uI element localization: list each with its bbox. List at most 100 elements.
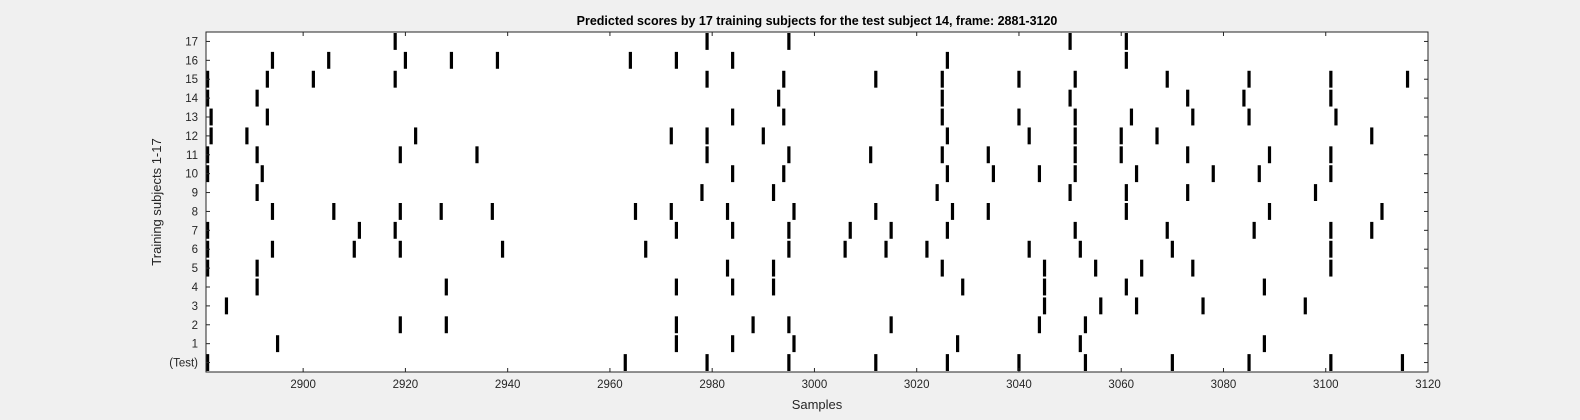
spike-mark (1329, 354, 1333, 371)
spike-mark (986, 146, 990, 164)
spike-mark (731, 108, 735, 126)
spike-mark (1313, 184, 1318, 201)
y-tick-label: 13 (185, 112, 198, 124)
spike-mark (940, 259, 944, 277)
y-tick-label: 10 (185, 169, 198, 181)
spike-mark (1211, 165, 1215, 183)
spike-mark (414, 127, 418, 145)
spike-mark (1129, 108, 1134, 126)
spike-mark (255, 259, 259, 277)
spike-mark (1017, 70, 1021, 88)
spike-mark (1191, 108, 1195, 126)
spike-mark (1068, 33, 1072, 50)
spike-mark (1124, 33, 1128, 50)
spike-mark (1262, 335, 1266, 353)
y-tick-label: 14 (185, 93, 198, 105)
x-tick-label: 2960 (597, 379, 623, 391)
spike-mark (1267, 203, 1272, 220)
y-tick-label: 12 (185, 131, 198, 143)
spike-mark (1165, 221, 1169, 239)
spike-mark (1170, 240, 1174, 258)
spike-mark (731, 278, 735, 296)
spike-mark (1155, 127, 1159, 145)
spike-mark (1017, 108, 1021, 126)
spike-mark (787, 33, 791, 50)
spike-mark (1017, 354, 1021, 371)
spike-mark (1073, 70, 1077, 88)
y-tick-label: 4 (192, 282, 199, 294)
spike-mark (889, 316, 893, 334)
spike-mark (265, 70, 269, 88)
spike-mark (874, 354, 878, 371)
spike-mark (782, 165, 786, 183)
spike-mark (1165, 70, 1169, 88)
spike-mark (1247, 70, 1251, 88)
spike-mark (705, 354, 709, 371)
spike-mark (674, 221, 678, 239)
spike-mark (1042, 278, 1047, 296)
spike-mark (623, 354, 627, 371)
spike-mark (1329, 89, 1333, 107)
spike-mark (1134, 165, 1139, 183)
spike-mark (874, 203, 878, 220)
spike-mark (1073, 221, 1077, 239)
spike-mark (945, 354, 949, 371)
spike-mark (674, 278, 678, 296)
spike-mark (792, 335, 796, 353)
spike-mark (787, 354, 791, 371)
spike-mark (1267, 146, 1272, 164)
spike-mark (398, 203, 402, 220)
spike-mark (224, 297, 229, 315)
spike-mark (945, 127, 949, 145)
spike-mark (1329, 221, 1333, 239)
spike-mark (1370, 127, 1374, 145)
y-tick-label: 15 (185, 74, 198, 86)
spike-mark (495, 51, 500, 69)
spike-mark (1134, 297, 1139, 315)
spike-mark (255, 89, 259, 107)
spike-mark (940, 146, 944, 164)
spike-mark (771, 278, 776, 296)
spike-mark (255, 278, 259, 296)
spike-mark (700, 184, 704, 201)
spike-mark (1186, 184, 1190, 201)
spike-mark (1186, 89, 1190, 107)
axes-box (205, 31, 1429, 373)
spike-mark (1329, 240, 1333, 258)
spike-mark (449, 51, 454, 69)
x-tick-label: 3060 (1108, 379, 1134, 391)
x-tick-label: 3100 (1313, 379, 1339, 391)
spike-mark (792, 203, 796, 220)
spike-mark (1329, 70, 1333, 88)
spike-mark (869, 146, 873, 164)
spike-mark (771, 184, 776, 201)
spike-mark (1329, 259, 1333, 277)
spike-mark (935, 184, 939, 201)
spike-mark (771, 259, 776, 277)
spike-mark (444, 278, 448, 296)
spike-mark (674, 51, 678, 69)
spike-mark (270, 203, 275, 220)
spike-mark (1078, 335, 1082, 353)
spike-mark (398, 146, 402, 164)
spike-mark (1027, 240, 1031, 258)
spike-mark (1242, 89, 1246, 107)
spike-mark (669, 203, 673, 220)
spike-mark (751, 316, 755, 334)
spike-mark (848, 221, 852, 239)
spike-mark (1083, 354, 1088, 371)
spike-mark (961, 278, 965, 296)
chart-title: Predicted scores by 17 training subjects… (577, 14, 1058, 28)
spike-mark (255, 146, 259, 164)
spike-mark (1119, 127, 1123, 145)
spike-mark (874, 70, 878, 88)
spike-mark (1201, 297, 1205, 315)
spike-mark (1247, 108, 1251, 126)
spike-mark (393, 221, 397, 239)
spike-mark (1257, 165, 1261, 183)
spike-mark (761, 127, 765, 145)
spike-mark (1073, 108, 1077, 126)
spike-mark (1191, 259, 1195, 277)
